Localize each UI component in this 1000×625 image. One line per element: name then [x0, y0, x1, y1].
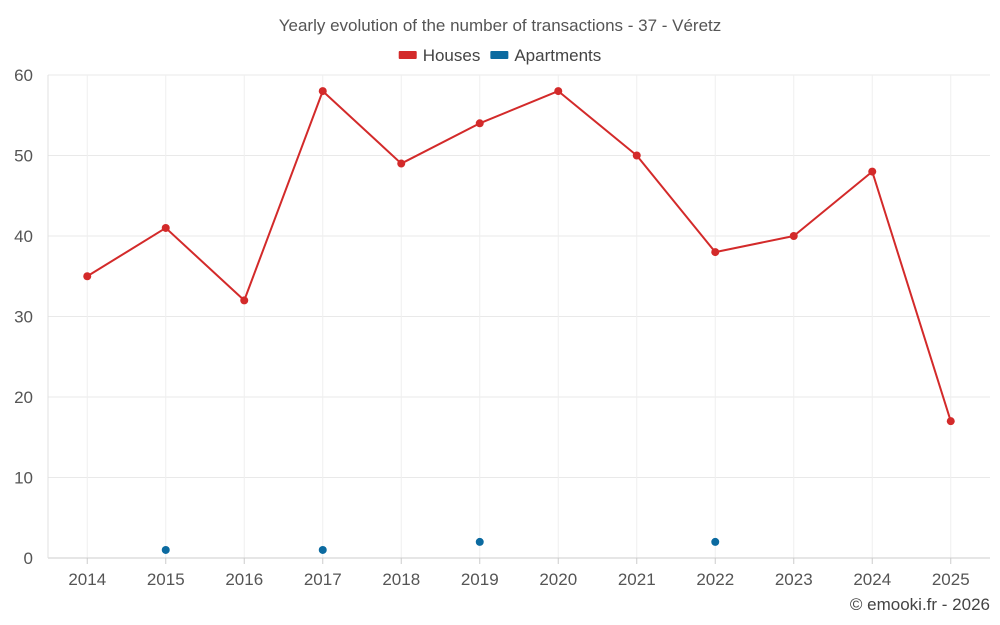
y-tick-label: 10 — [14, 469, 33, 488]
data-point-houses-2017[interactable] — [318, 87, 327, 96]
series-apartments — [161, 537, 720, 554]
series-layer — [83, 87, 955, 554]
legend-label-houses[interactable]: Houses — [423, 46, 481, 65]
data-point-houses-2014[interactable] — [83, 272, 92, 281]
data-point-houses-2018[interactable] — [397, 159, 406, 168]
x-tick-label: 2025 — [932, 570, 970, 589]
y-tick-label: 60 — [14, 66, 33, 85]
credit-text: © emooki.fr - 2026 — [850, 595, 990, 614]
x-tick-label: 2014 — [68, 570, 106, 589]
x-tick-label: 2019 — [461, 570, 499, 589]
series-line-houses — [86, 90, 952, 422]
data-point-houses-2024[interactable] — [868, 167, 877, 176]
data-point-houses-2025[interactable] — [946, 417, 955, 426]
legend-swatch-apartments[interactable] — [490, 51, 509, 59]
data-point-houses-2023[interactable] — [789, 232, 798, 240]
data-point-apartments-2015[interactable] — [161, 545, 170, 554]
y-tick-label: 20 — [14, 388, 33, 407]
data-point-houses-2021[interactable] — [632, 151, 641, 160]
y-tick-label: 0 — [24, 549, 33, 568]
data-point-apartments-2022[interactable] — [711, 537, 720, 546]
x-tick-label: 2021 — [618, 570, 656, 589]
x-tick-label: 2018 — [382, 570, 420, 589]
y-tick-label: 40 — [14, 227, 33, 246]
x-tick-label: 2020 — [539, 570, 577, 589]
data-point-houses-2022[interactable] — [711, 248, 720, 257]
y-tick-label: 30 — [14, 308, 33, 327]
legend-swatch-houses[interactable] — [398, 51, 417, 59]
x-tick-label: 2024 — [853, 570, 891, 589]
x-tick-label: 2022 — [696, 570, 734, 589]
data-point-houses-2019[interactable] — [475, 119, 484, 128]
series-houses — [83, 87, 955, 426]
grid — [48, 74, 990, 558]
data-point-houses-2016[interactable] — [240, 296, 249, 305]
x-tick-label: 2023 — [775, 570, 813, 589]
x-tick-label: 2015 — [147, 570, 185, 589]
data-point-houses-2015[interactable] — [161, 223, 170, 232]
x-tick-label: 2017 — [304, 570, 342, 589]
x-tick-label: 2016 — [225, 570, 263, 589]
legend-label-apartments[interactable]: Apartments — [514, 46, 601, 65]
data-point-houses-2020[interactable] — [554, 87, 563, 96]
data-point-apartments-2017[interactable] — [318, 545, 327, 554]
axes: 0 10 20 30 40 50 60 2014 2015 2016 2017 2018 2019 202… — [14, 66, 990, 589]
chart-title: Yearly evolution of the number of transa… — [279, 16, 722, 35]
data-point-apartments-2019[interactable] — [475, 537, 484, 546]
legend: Houses Apartments — [398, 46, 601, 65]
y-tick-label: 50 — [14, 147, 33, 166]
